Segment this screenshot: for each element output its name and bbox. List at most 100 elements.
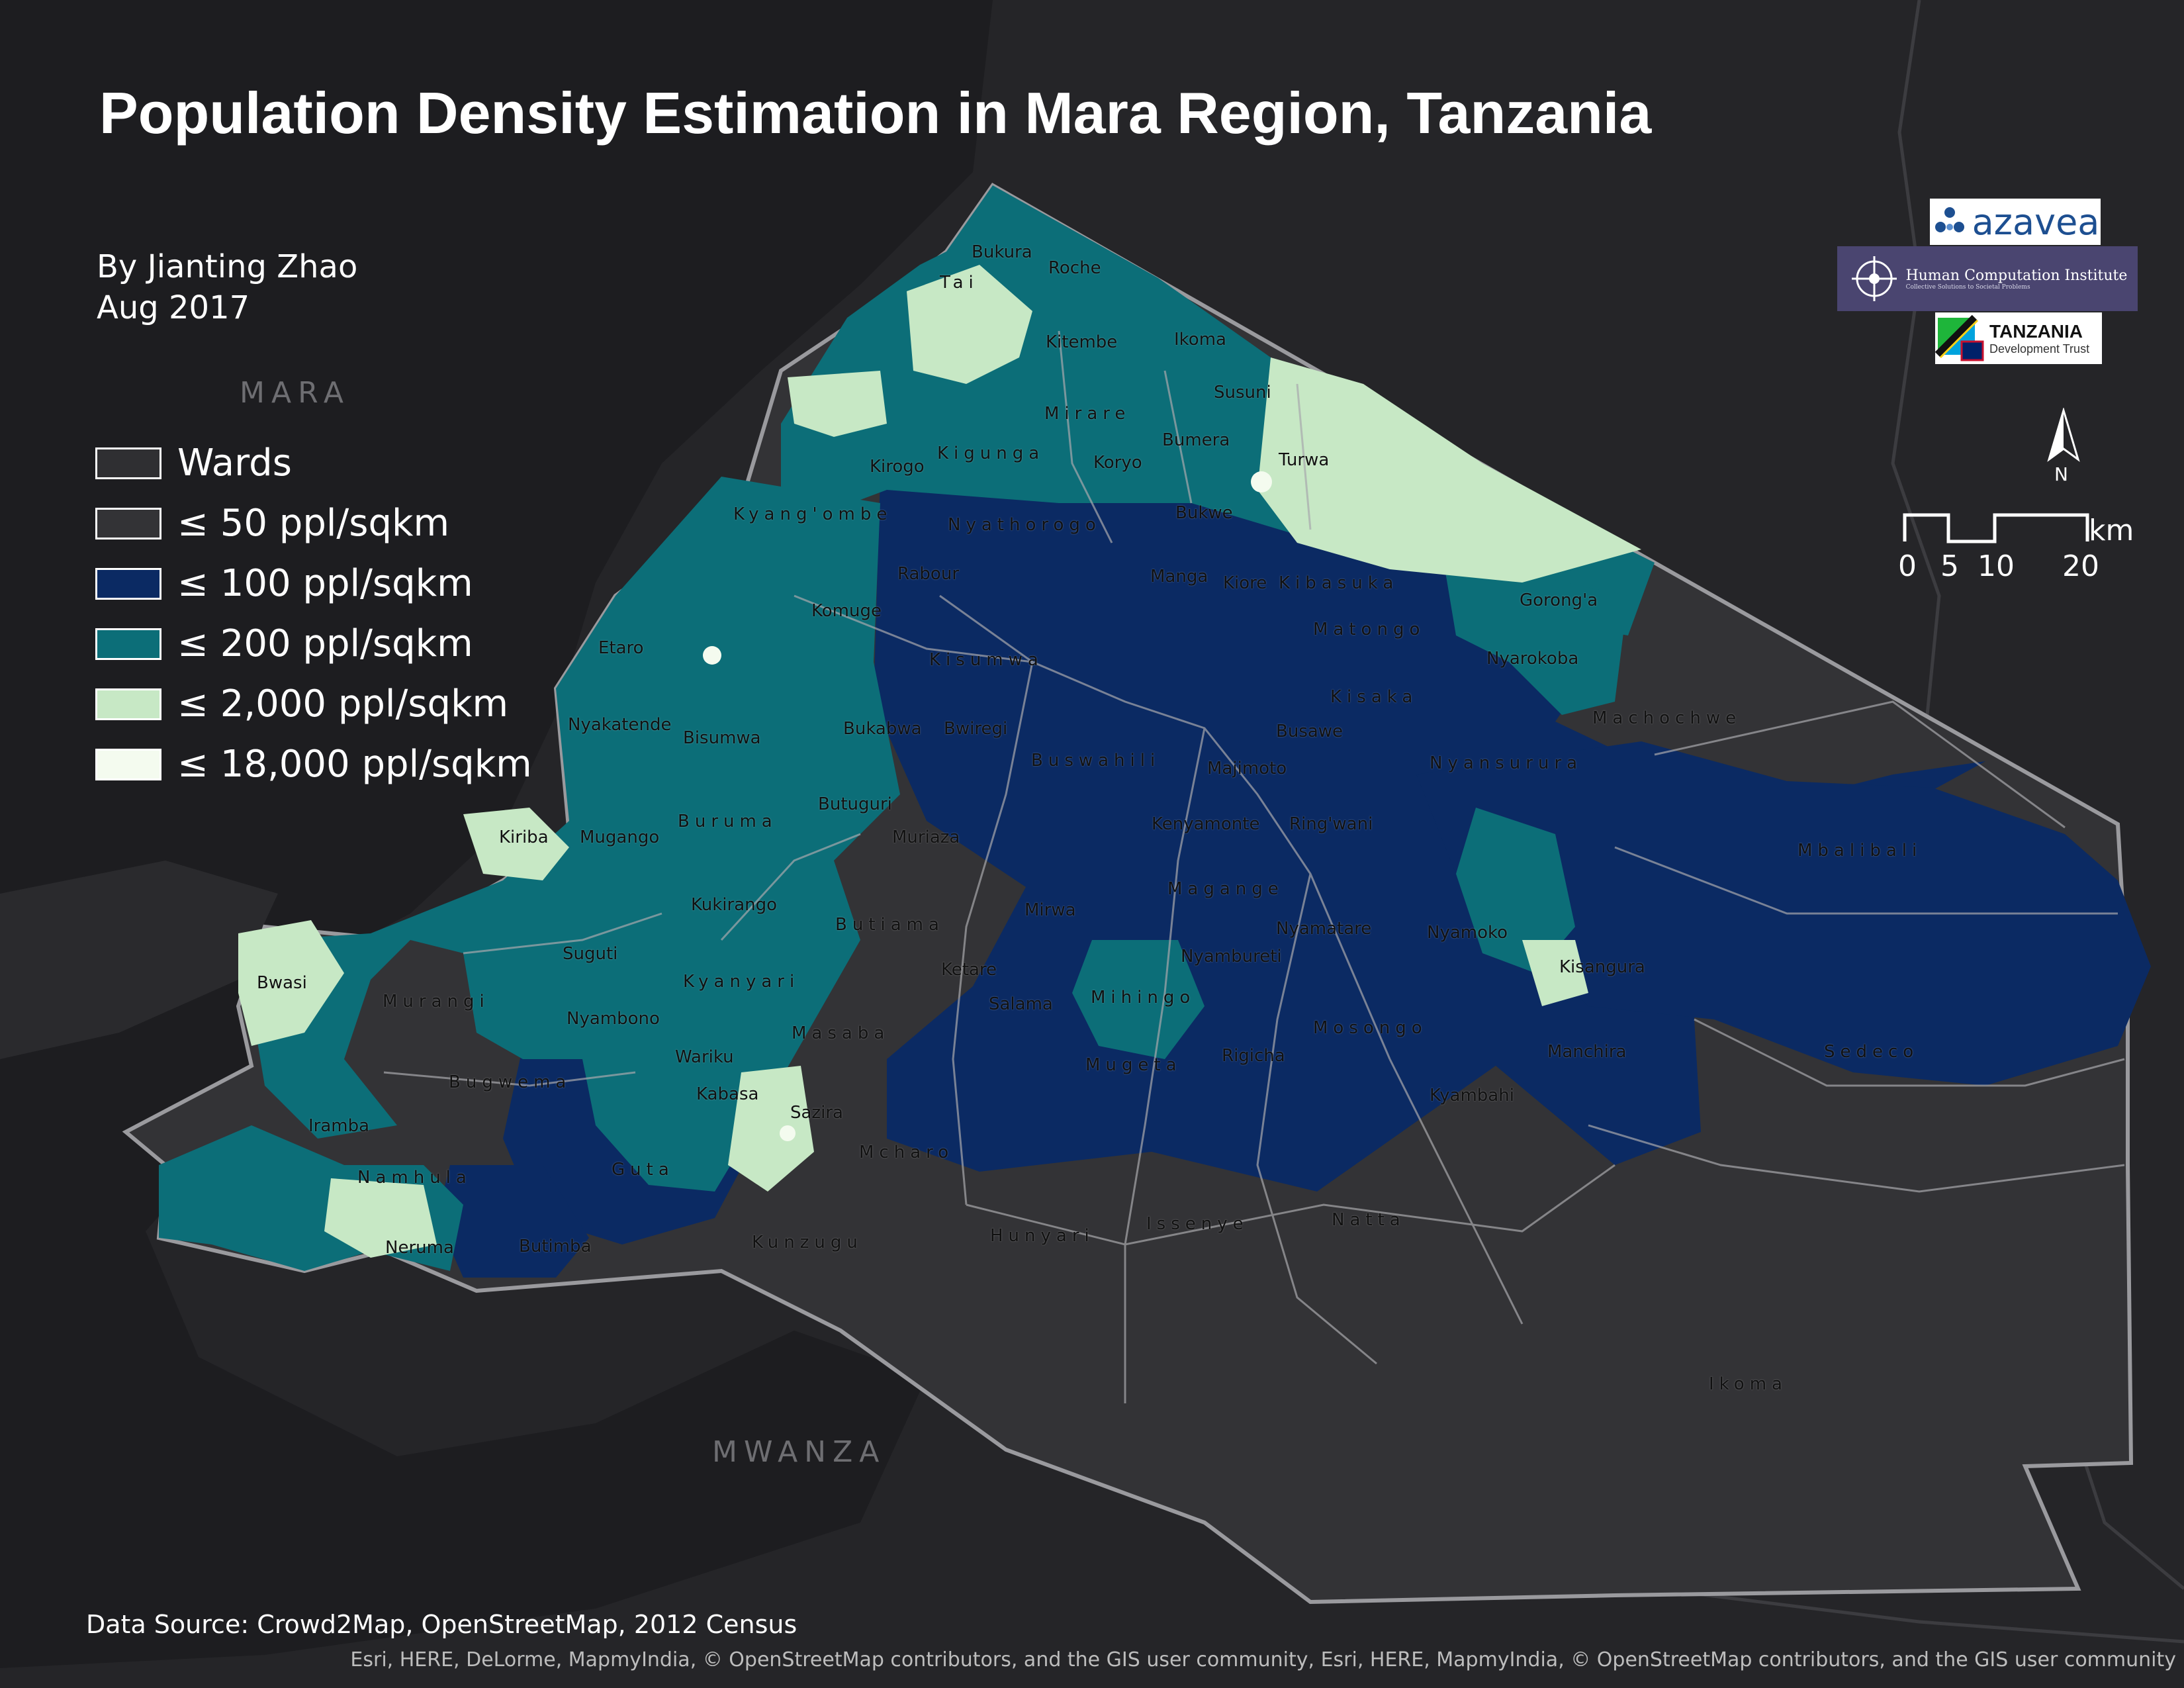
legend-item: ≤ 200 ppl/sqkm <box>95 614 532 674</box>
ward-label: Koryo <box>1093 453 1142 473</box>
legend-item: ≤ 100 ppl/sqkm <box>95 553 532 614</box>
density-100-east <box>1416 741 2151 1086</box>
ward-label: Ring'wani <box>1289 814 1373 834</box>
legend-swatch <box>95 628 161 660</box>
tdt-logo-title: TANZANIA <box>1989 320 2083 342</box>
ward-label: Buruma <box>678 812 778 831</box>
ward-label: Natta <box>1332 1210 1406 1230</box>
ward-label: Mirare <box>1044 404 1131 424</box>
ward-label: Mugeta <box>1085 1055 1182 1075</box>
basemap-label-mara: MARA <box>240 376 350 410</box>
ward-label: Nyamoko <box>1427 923 1508 943</box>
ward-label: Kitembe <box>1046 332 1118 352</box>
data-source: Data Source: Crowd2Map, OpenStreetMap, 2… <box>86 1610 797 1639</box>
scale-tick: 0 <box>1898 549 1917 583</box>
legend-label: Wards <box>177 442 292 485</box>
ward-label: Matongo <box>1313 620 1426 639</box>
azavea-logo-text: azavea <box>1972 201 2100 243</box>
azavea-logo: azavea <box>1930 199 2101 245</box>
density-100-sw <box>437 1165 589 1278</box>
density-18000-spot <box>703 646 721 665</box>
ward-label: Salama <box>989 994 1053 1014</box>
hci-logo-text: Human Computation Institute <box>1905 267 2128 284</box>
legend: Wards ≤ 50 ppl/sqkm ≤ 100 ppl/sqkm ≤ 200… <box>95 433 532 794</box>
north-arrow-icon <box>2047 408 2080 462</box>
density-18000-spot <box>780 1125 796 1141</box>
scale-tick: 5 <box>1940 549 1959 583</box>
ward-label: Muriaza <box>892 827 960 847</box>
date: Aug 2017 <box>97 289 250 326</box>
ward-label: Majimoto <box>1207 759 1287 778</box>
density-200-east2 <box>1456 808 1575 973</box>
ward-label: Nyambureti <box>1181 947 1282 966</box>
ward-label: Mugango <box>580 827 660 847</box>
ward-label: Magange <box>1167 879 1284 899</box>
legend-swatch <box>95 507 161 539</box>
ward-label: Murangi <box>383 992 490 1011</box>
ward-label: Kunzugu <box>752 1233 863 1252</box>
ward-label: Manga <box>1150 567 1208 586</box>
byline: By Jianting Zhao Aug 2017 <box>97 246 357 328</box>
ward-label: Butuguri <box>818 794 892 814</box>
ward-label: Manchira <box>1547 1042 1627 1062</box>
legend-label: ≤ 200 ppl/sqkm <box>177 622 473 665</box>
ward-label: Nyathorogo <box>948 515 1101 535</box>
ward-label: Butimba <box>519 1237 592 1256</box>
legend-item: Wards <box>95 433 532 493</box>
ward-label: Butiama <box>835 915 944 935</box>
legend-swatch <box>95 748 161 780</box>
ward-label: Busawe <box>1276 722 1343 741</box>
ward-label: Bwasi <box>257 973 307 993</box>
legend-swatch <box>95 567 161 600</box>
ward-label: Mosongo <box>1313 1018 1428 1038</box>
ward-label: Tai <box>940 273 979 293</box>
ward-label: Buswahili <box>1031 751 1161 771</box>
legend-label: ≤ 50 ppl/sqkm <box>177 502 450 545</box>
tdt-logo: TANZANIA Development Trust <box>1935 312 2102 364</box>
ward-label: Bukabwa <box>843 719 922 739</box>
density-2000-east <box>1522 940 1588 1006</box>
density-18000-spot <box>1251 471 1272 492</box>
ward-label: Komuge <box>811 601 882 621</box>
density-2000-neruma <box>324 1178 437 1258</box>
author: By Jianting Zhao <box>97 248 358 285</box>
azavea-dots-icon <box>1934 207 1964 232</box>
density-200-east <box>1443 556 1628 715</box>
legend-item: ≤ 2,000 ppl/sqkm <box>95 674 532 734</box>
legend-swatch <box>95 447 161 479</box>
basemap-label-mwanza: MWANZA <box>712 1435 886 1469</box>
ward-label: Sazira <box>790 1103 843 1123</box>
ward-label: Turwa <box>1279 450 1330 470</box>
density-2000-kiriba <box>463 808 569 880</box>
legend-item: ≤ 18,000 ppl/sqkm <box>95 734 532 794</box>
lake-shore-west <box>0 861 278 1059</box>
density-2000-bwasi <box>238 920 344 1046</box>
legend-label: ≤ 2,000 ppl/sqkm <box>177 682 509 726</box>
ward-label: Kenyamonte <box>1152 814 1260 834</box>
legend-swatch <box>95 688 161 720</box>
density-200-mid <box>1072 940 1205 1059</box>
density-200-west <box>251 477 900 1192</box>
ward-label: Nyamatare <box>1276 919 1372 939</box>
attribution-credits: Esri, HERE, DeLorme, MapmyIndia, © OpenS… <box>350 1648 2176 1671</box>
ward-label: Iramba <box>308 1116 370 1136</box>
ward-label: Masaba <box>792 1023 890 1043</box>
density-2000-north <box>1257 357 1641 583</box>
lake-victoria <box>0 0 993 1668</box>
density-2000-nw2 <box>788 371 887 437</box>
legend-label: ≤ 18,000 ppl/sqkm <box>177 743 532 786</box>
ward-label: Kisangura <box>1559 957 1645 977</box>
ward-label: Gorong'a <box>1520 590 1598 610</box>
ward-label: Bugwema <box>449 1072 572 1092</box>
map-title: Population Density Estimation in Mara Re… <box>99 80 1652 146</box>
ward-label: Sedeco <box>1824 1042 1919 1062</box>
hci-logo: Human Computation Institute Collective S… <box>1837 246 2138 311</box>
ward-label: Kisumwa <box>929 650 1044 670</box>
north-arrow-label: N <box>2054 463 2068 485</box>
ward-label: Hunyari <box>990 1226 1095 1246</box>
tdt-logo-subtitle: Development Trust <box>1989 342 2090 355</box>
ward-label: Kisaka <box>1330 687 1418 707</box>
ward-label: Kigunga <box>937 444 1045 463</box>
ward-label: Kyambahi <box>1430 1086 1514 1105</box>
